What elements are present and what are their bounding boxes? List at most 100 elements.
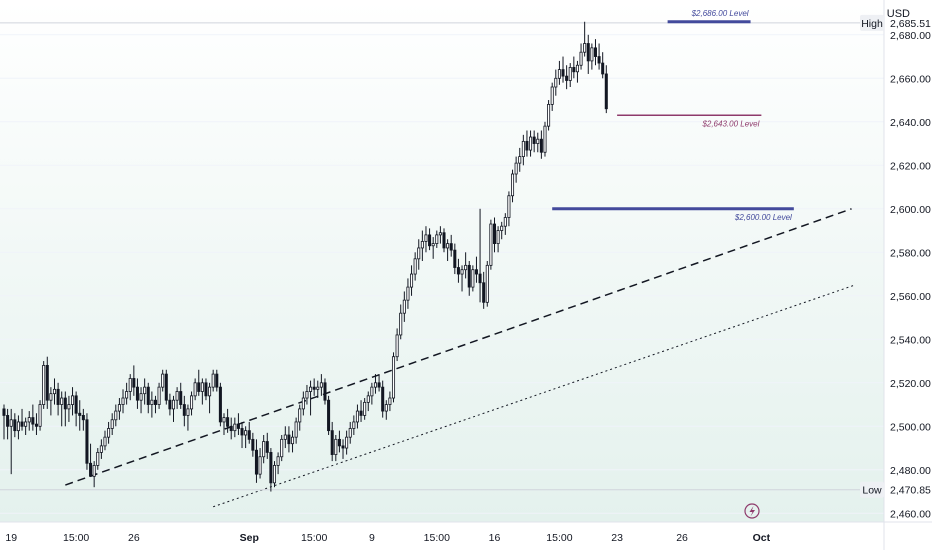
x-tick-label: 15:00	[63, 532, 89, 544]
candle-body-up	[125, 391, 129, 399]
candle	[110, 413, 114, 435]
candle-body-up	[511, 173, 515, 197]
candle	[240, 421, 244, 449]
y-tick-label: 2,560.00	[890, 291, 931, 303]
candle-body-up	[294, 421, 298, 438]
candle-body-down	[456, 267, 460, 275]
candle-body-up	[489, 223, 493, 266]
candle	[215, 369, 219, 392]
candle	[251, 432, 255, 457]
candle-body-down	[56, 388, 60, 405]
candle-body-down	[13, 419, 17, 432]
candle	[511, 169, 515, 203]
candle-body-up	[139, 393, 143, 401]
candle	[453, 243, 457, 275]
candle-body-down	[85, 419, 89, 464]
candle-body-up	[529, 136, 533, 151]
candle	[254, 439, 258, 483]
candle-body-up	[568, 67, 572, 81]
candle-body-down	[153, 399, 157, 405]
candle	[352, 415, 356, 435]
trendlines	[65, 208, 856, 508]
candle	[143, 378, 147, 405]
candle	[262, 435, 266, 464]
candle-body-up	[521, 140, 525, 158]
level-label: $2,643.00 Level	[701, 119, 759, 128]
candle-body-down	[31, 417, 35, 425]
candle	[233, 417, 237, 438]
candle	[583, 21, 587, 57]
candle-body-down	[428, 234, 432, 247]
candle	[370, 382, 374, 405]
candle	[597, 43, 601, 70]
candle-body-down	[132, 378, 136, 388]
candle-body-up	[460, 269, 464, 275]
candle	[572, 56, 576, 79]
candle	[157, 382, 161, 409]
candle-body-up	[410, 273, 414, 288]
candle	[34, 413, 38, 435]
price-axis-background	[884, 0, 932, 550]
candle	[604, 65, 608, 114]
candle-body-up	[276, 456, 280, 466]
candle	[406, 278, 410, 309]
candle	[128, 374, 132, 401]
candle	[446, 239, 450, 261]
candle-body-up	[547, 104, 551, 127]
candle	[424, 226, 428, 253]
candle	[272, 461, 277, 488]
candle-body-up	[431, 243, 435, 247]
candle-body-up	[316, 386, 320, 390]
candle	[139, 387, 143, 414]
candle	[258, 448, 262, 479]
candle-body-up	[128, 378, 132, 392]
trendline-dotted	[213, 284, 856, 508]
y-tick-label: 2,680.00	[890, 30, 931, 42]
candle-body-up	[345, 436, 349, 449]
candle	[31, 404, 35, 431]
candle	[557, 60, 561, 85]
candle	[247, 421, 251, 444]
high-label-box	[860, 14, 884, 31]
candle	[561, 56, 565, 83]
candle	[52, 378, 57, 405]
replay-icon[interactable]	[744, 503, 760, 519]
candle	[399, 304, 403, 340]
candle	[345, 430, 349, 455]
candle-body-up	[298, 408, 302, 423]
x-tick-label: 15:00	[424, 532, 450, 544]
candle	[518, 147, 522, 172]
candle-body-up	[348, 428, 352, 438]
candle	[150, 391, 154, 418]
candle	[45, 356, 49, 409]
candle	[226, 408, 230, 433]
candle	[63, 391, 67, 427]
candle-body-down	[478, 273, 482, 284]
candle-body-up	[557, 69, 561, 79]
candle-body-down	[265, 441, 269, 453]
candle	[366, 391, 370, 412]
candle	[460, 265, 464, 292]
candle	[135, 378, 139, 409]
candle	[410, 265, 414, 296]
candle	[435, 230, 439, 248]
candle	[478, 208, 482, 303]
level-line: $2,600.00 Level	[552, 207, 794, 222]
candle-body-down	[467, 264, 471, 288]
x-tick-label: Sep	[240, 532, 259, 544]
candle-body-up	[543, 125, 547, 153]
candle	[525, 130, 529, 157]
candle-body-up	[262, 441, 266, 458]
candle-body-up	[16, 421, 20, 432]
candle-body-up	[402, 299, 406, 314]
candle-body-down	[323, 382, 327, 401]
candle-body-up	[514, 162, 518, 175]
candle-body-down	[601, 62, 605, 75]
candle	[449, 234, 453, 257]
y-tick-label: 2,500.00	[890, 421, 931, 433]
candle-body-down	[182, 404, 186, 416]
candle	[565, 65, 569, 90]
candle	[601, 52, 605, 79]
candle-body-down	[565, 75, 569, 81]
